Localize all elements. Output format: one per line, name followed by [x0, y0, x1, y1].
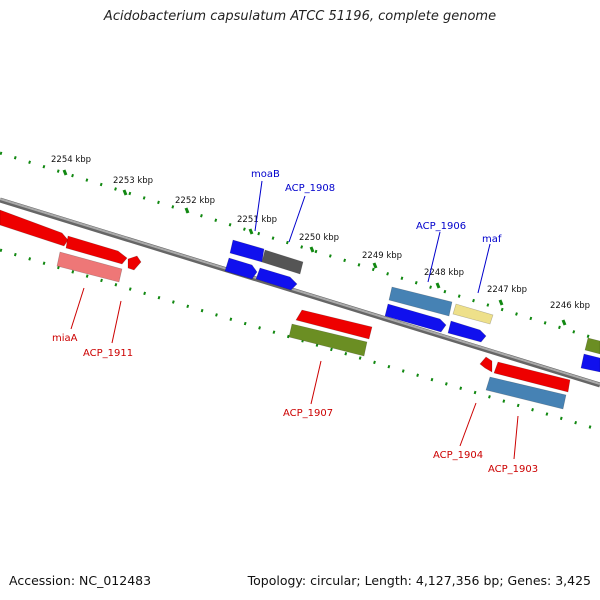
tick-mark — [435, 282, 441, 289]
label-leaders — [70, 180, 519, 460]
gene-arrow[interactable] — [56, 251, 123, 283]
tick-mark — [498, 299, 504, 306]
topology-text: Topology: circular; Length: 4,127,356 bp… — [247, 573, 591, 588]
gene-label-maf[interactable]: maf — [482, 234, 502, 245]
gene-label-ACP_1903[interactable]: ACP_1903 — [488, 464, 538, 475]
gene-label-ACP_1908[interactable]: ACP_1908 — [285, 183, 335, 194]
gene-labels: moaB ACP_1908 ACP_1906 maf miaA ACP_1911… — [52, 169, 538, 475]
gene-arrow[interactable] — [580, 353, 600, 373]
tick-label: 2248 kbp — [424, 268, 464, 278]
leader-line — [459, 402, 477, 447]
leader-line — [254, 180, 263, 232]
leader-line — [111, 300, 122, 344]
leader-line — [427, 231, 441, 283]
gene-arrow[interactable] — [65, 235, 128, 265]
tick-mark — [309, 246, 315, 253]
tick-label: 2254 kbp — [51, 155, 91, 165]
gene-label-ACP_1911[interactable]: ACP_1911 — [83, 348, 133, 359]
tick-label: 2250 kbp — [299, 233, 339, 243]
gene-label-miaA[interactable]: miaA — [52, 333, 78, 344]
gene-arrow[interactable] — [295, 309, 373, 340]
gene-arrow[interactable] — [261, 249, 304, 275]
gene-label-moaB[interactable]: moaB — [251, 169, 280, 180]
leader-line — [310, 360, 322, 405]
gene-arrow[interactable] — [0, 209, 69, 247]
tick-mark — [122, 189, 128, 196]
gene-label-ACP_1906[interactable]: ACP_1906 — [416, 221, 466, 232]
gene-arrow[interactable] — [384, 303, 447, 333]
leader-line — [288, 195, 306, 243]
map-title: Acidobacterium capsulatum ATCC 51196, co… — [103, 9, 497, 24]
gene-label-ACP_1904[interactable]: ACP_1904 — [433, 450, 483, 461]
leader-line — [513, 415, 519, 460]
gene-features — [0, 209, 600, 410]
leader-line — [477, 243, 491, 294]
gene-arrow[interactable] — [224, 257, 258, 280]
gene-arrow[interactable] — [229, 239, 265, 263]
gene-arrow[interactable] — [288, 323, 368, 357]
tick-label: 2253 kbp — [113, 176, 153, 186]
tick-label: 2246 kbp — [550, 301, 590, 311]
genome-backbone — [0, 197, 600, 388]
leader-line — [70, 287, 85, 330]
gene-arrow[interactable] — [485, 376, 567, 410]
tick-label: 2249 kbp — [362, 251, 402, 261]
gene-arrow[interactable] — [479, 356, 493, 373]
gene-arrow[interactable] — [255, 267, 298, 291]
tick-mark — [62, 169, 68, 176]
gene-arrow[interactable] — [493, 361, 571, 393]
gene-arrow[interactable] — [447, 320, 487, 343]
tick-mark — [372, 262, 378, 269]
tick-mark — [184, 207, 190, 214]
gene-arrow[interactable] — [127, 255, 142, 271]
gene-arrow[interactable] — [452, 303, 494, 325]
gene-arrow[interactable] — [388, 286, 453, 317]
tick-label: 2247 kbp — [487, 285, 527, 295]
tick-mark — [561, 319, 567, 326]
gene-arrow[interactable] — [584, 337, 600, 355]
gene-label-ACP_1907[interactable]: ACP_1907 — [283, 408, 333, 419]
accession-text: Accession: NC_012483 — [9, 573, 152, 588]
tick-label: 2252 kbp — [175, 196, 215, 206]
tick-mark — [248, 228, 254, 235]
